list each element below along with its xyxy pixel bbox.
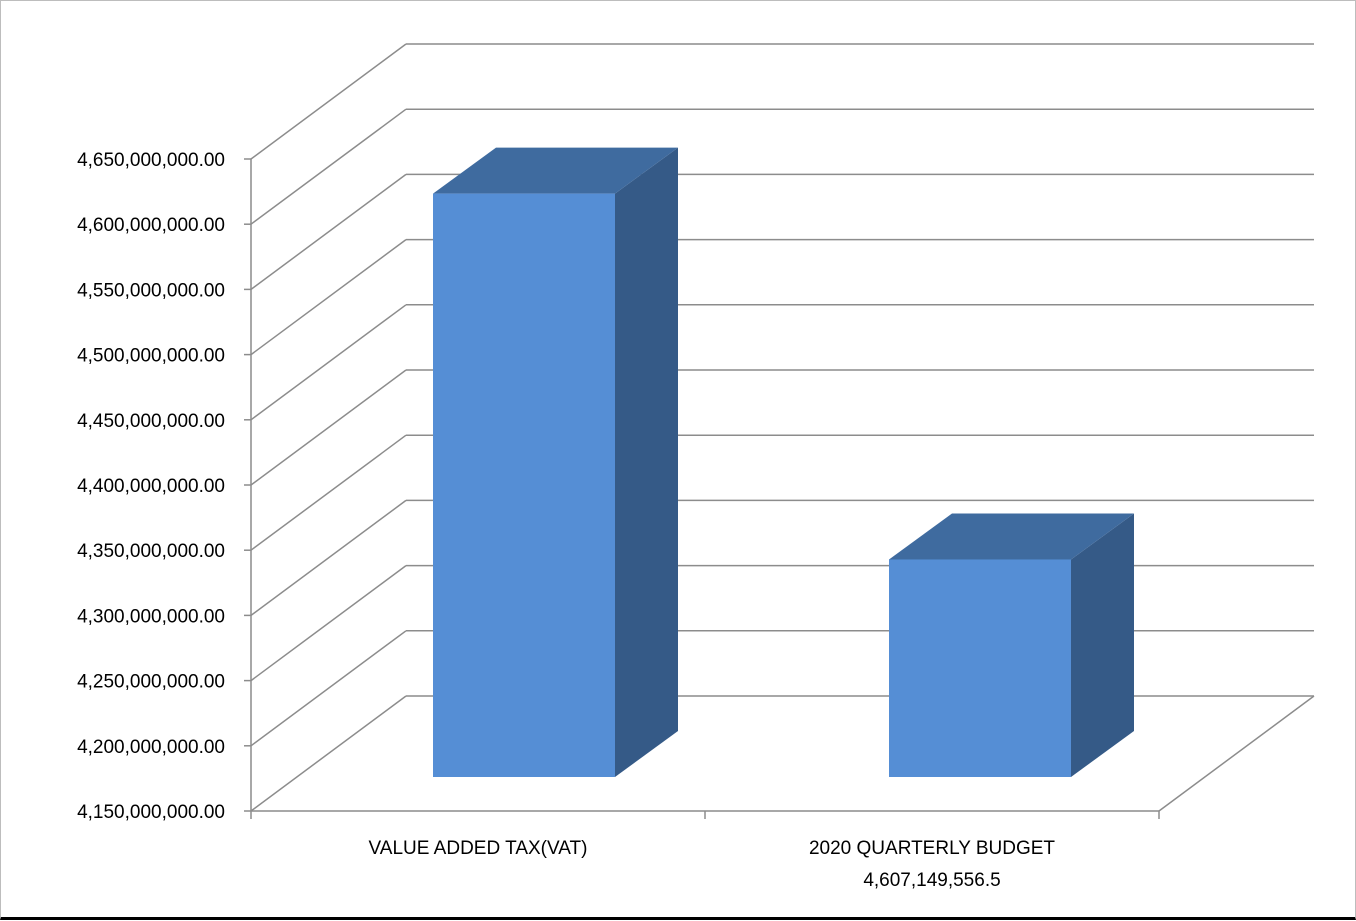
y-tick-label: 4,250,000,000.00 — [77, 672, 225, 693]
bar-top-face — [433, 147, 678, 194]
side-gridline — [250, 499, 407, 617]
side-gridline — [250, 434, 407, 551]
bars-layer — [433, 147, 1134, 777]
y-tick-label: 4,400,000,000.00 — [77, 476, 225, 497]
y-tick-label: 4,300,000,000.00 — [77, 606, 225, 627]
y-tick-label: 4,500,000,000.00 — [77, 346, 225, 367]
side-gridline — [250, 304, 407, 421]
y-tick-label: 4,600,000,000.00 — [77, 215, 225, 236]
grid-layer — [244, 43, 1315, 819]
bar-side-face — [615, 147, 678, 777]
side-gridline — [250, 173, 407, 291]
x-category-label: 2020 QUARTERLY BUDGET — [809, 838, 1055, 859]
bar-front-face — [433, 193, 615, 777]
side-gridline — [250, 695, 407, 812]
bar-side-face — [1071, 513, 1134, 777]
y-tick-label: 4,650,000,000.00 — [77, 150, 225, 171]
y-tick-label: 4,150,000,000.00 — [77, 802, 225, 823]
x-category-label: 4,607,149,556.5 — [863, 870, 1000, 891]
side-gridline — [250, 238, 407, 356]
y-tick-label: 4,550,000,000.00 — [77, 280, 225, 301]
y-tick-label: 4,200,000,000.00 — [77, 737, 225, 758]
bar-2 — [889, 513, 1134, 777]
bar-top-face — [889, 513, 1134, 560]
side-gridline — [250, 564, 407, 682]
x-category-label: VALUE ADDED TAX(VAT) — [369, 838, 588, 859]
side-gridline — [250, 369, 407, 486]
labels-layer: 4,150,000,000.00 4,200,000,000.00 4,250,00… — [77, 150, 1055, 891]
floor-edge-line — [1158, 695, 1315, 812]
side-gridline — [250, 630, 407, 747]
side-gridline — [250, 43, 407, 160]
bar-front-face — [889, 559, 1071, 777]
y-tick-label: 4,350,000,000.00 — [77, 541, 225, 562]
side-gridline — [250, 108, 407, 225]
bar-1 — [433, 147, 678, 777]
y-tick-label: 4,450,000,000.00 — [77, 411, 225, 432]
